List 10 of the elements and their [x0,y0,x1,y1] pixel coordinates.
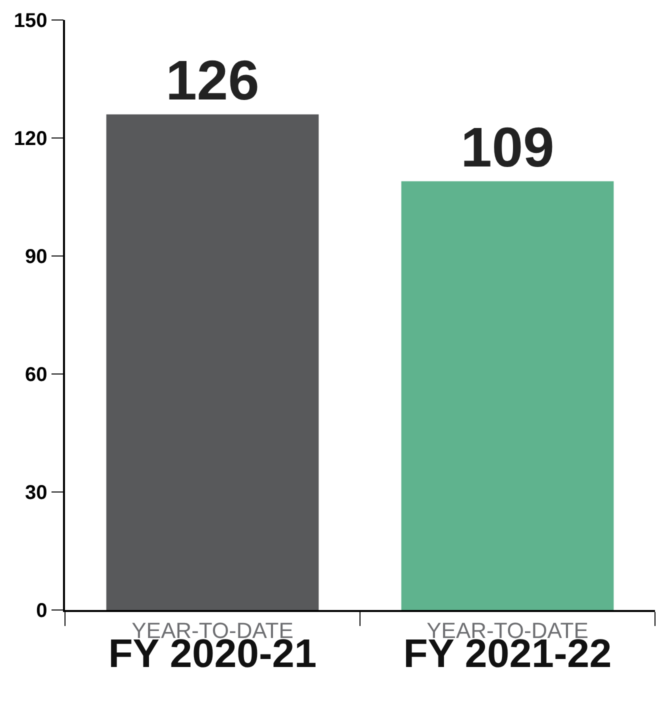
y-tick-label: 150 [14,10,48,32]
y-tick-label: 0 [36,600,48,622]
y-tick-label: 120 [14,128,48,150]
data-label: 126 [166,48,260,112]
y-tick-label: 30 [25,482,48,504]
x-tick-label: YEAR-TO-DATE FY 2021-22 [403,618,612,676]
y-tick-label: 90 [25,246,48,268]
y-tick-label: 60 [25,364,48,386]
data-label: 109 [460,115,554,178]
x-tick-label: YEAR-TO-DATE FY 2020-21 [108,618,317,676]
